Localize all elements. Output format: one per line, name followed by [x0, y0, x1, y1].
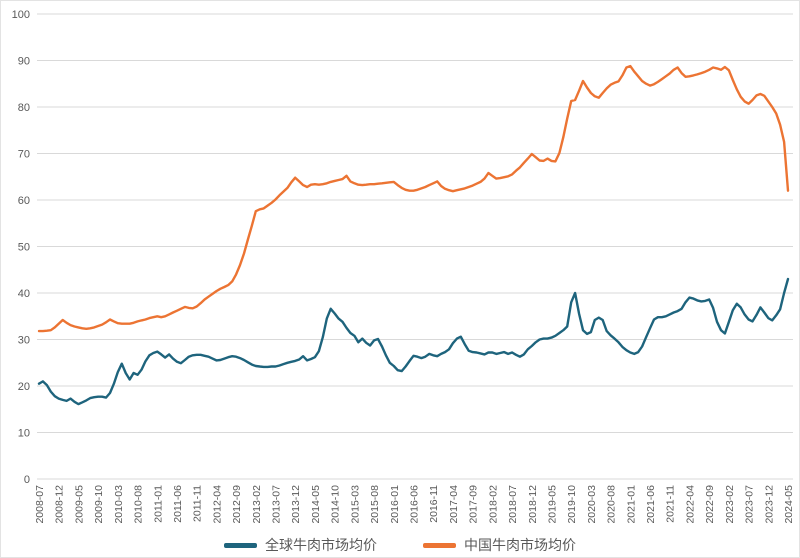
y-tick-label: 10: [18, 428, 30, 440]
y-tick-label: 50: [18, 242, 30, 254]
x-tick-label: 2013-12: [290, 485, 302, 524]
x-tick-label: 2023-02: [724, 485, 736, 524]
legend-item-global-beef: 全球牛肉市场均价: [224, 538, 377, 552]
x-tick-label: 2018-07: [507, 485, 519, 524]
x-tick-label: 2022-09: [704, 485, 716, 524]
x-tick-label: 2010-08: [133, 485, 145, 524]
y-tick-label: 100: [12, 9, 30, 21]
line-chart-canvas: 0 10 20 30 40 50 60 70 80 90 100 2008-07 2008-12 2009…: [12, 9, 795, 524]
x-tick-label: 2018-02: [487, 485, 499, 524]
series-line-0: [37, 277, 790, 406]
x-tick-label: 2018-12: [527, 485, 539, 524]
x-tick-label: 2014-10: [330, 485, 342, 524]
x-tick-label: 2015-03: [349, 485, 361, 524]
x-tick-label: 2010-03: [113, 485, 125, 524]
chart-legend: 全球牛肉市场均价 中国牛肉市场均价: [1, 538, 799, 552]
x-tick-label: 2016-01: [389, 485, 401, 524]
y-tick-label: 40: [18, 288, 30, 300]
y-tick-label: 80: [18, 102, 30, 114]
legend-swatch-china-beef: [423, 542, 456, 548]
x-tick-label: 2023-12: [763, 485, 775, 524]
x-tick-label: 2009-05: [73, 485, 85, 524]
x-tick-label: 2016-06: [409, 485, 421, 524]
x-tick-label: 2015-08: [369, 485, 381, 524]
legend-label-china-beef: 中国牛肉市场均价: [464, 537, 576, 553]
legend-label-global-beef: 全球牛肉市场均价: [265, 537, 377, 553]
y-tick-label: 60: [18, 195, 30, 207]
x-tick-label: 2024-05: [783, 485, 795, 524]
x-tick-label: 2017-04: [448, 485, 460, 524]
x-tick-label: 2011-06: [172, 485, 184, 523]
x-tick-label: 2011-01: [152, 485, 164, 523]
x-tick-label: 2017-09: [468, 485, 480, 524]
y-tick-label: 0: [24, 474, 30, 486]
x-tick-label: 2011-11: [192, 485, 204, 522]
x-tick-label: 2021-06: [645, 485, 657, 524]
x-tick-label: 2020-03: [586, 485, 598, 524]
x-tick-label: 2013-02: [251, 485, 263, 524]
y-tick-label: 20: [18, 381, 30, 393]
x-tick-label: 2012-04: [211, 485, 223, 524]
x-tick-label: 2021-01: [625, 485, 637, 524]
x-tick-label: 2009-10: [93, 485, 105, 524]
x-tick-label: 2014-05: [310, 485, 322, 524]
legend-swatch-global-beef: [224, 542, 257, 548]
x-tick-label: 2020-08: [606, 485, 618, 524]
x-tick-label: 2023-07: [744, 485, 756, 524]
y-tick-label: 30: [18, 335, 30, 347]
x-tick-label: 2013-07: [271, 485, 283, 524]
x-tick-label: 2016-11: [428, 485, 440, 523]
x-tick-label: 2022-04: [684, 485, 696, 524]
series-line-1: [37, 64, 790, 333]
x-tick-label: 2019-10: [566, 485, 578, 524]
x-tick-label: 2019-05: [546, 485, 558, 524]
x-tick-label: 2008-12: [54, 485, 66, 524]
x-tick-label: 2012-09: [231, 485, 243, 524]
x-tick-label: 2021-11: [665, 485, 677, 523]
x-tick-label: 2008-07: [34, 485, 46, 524]
y-tick-label: 90: [18, 56, 30, 68]
y-tick-label: 70: [18, 149, 30, 161]
legend-item-china-beef: 中国牛肉市场均价: [423, 538, 576, 552]
